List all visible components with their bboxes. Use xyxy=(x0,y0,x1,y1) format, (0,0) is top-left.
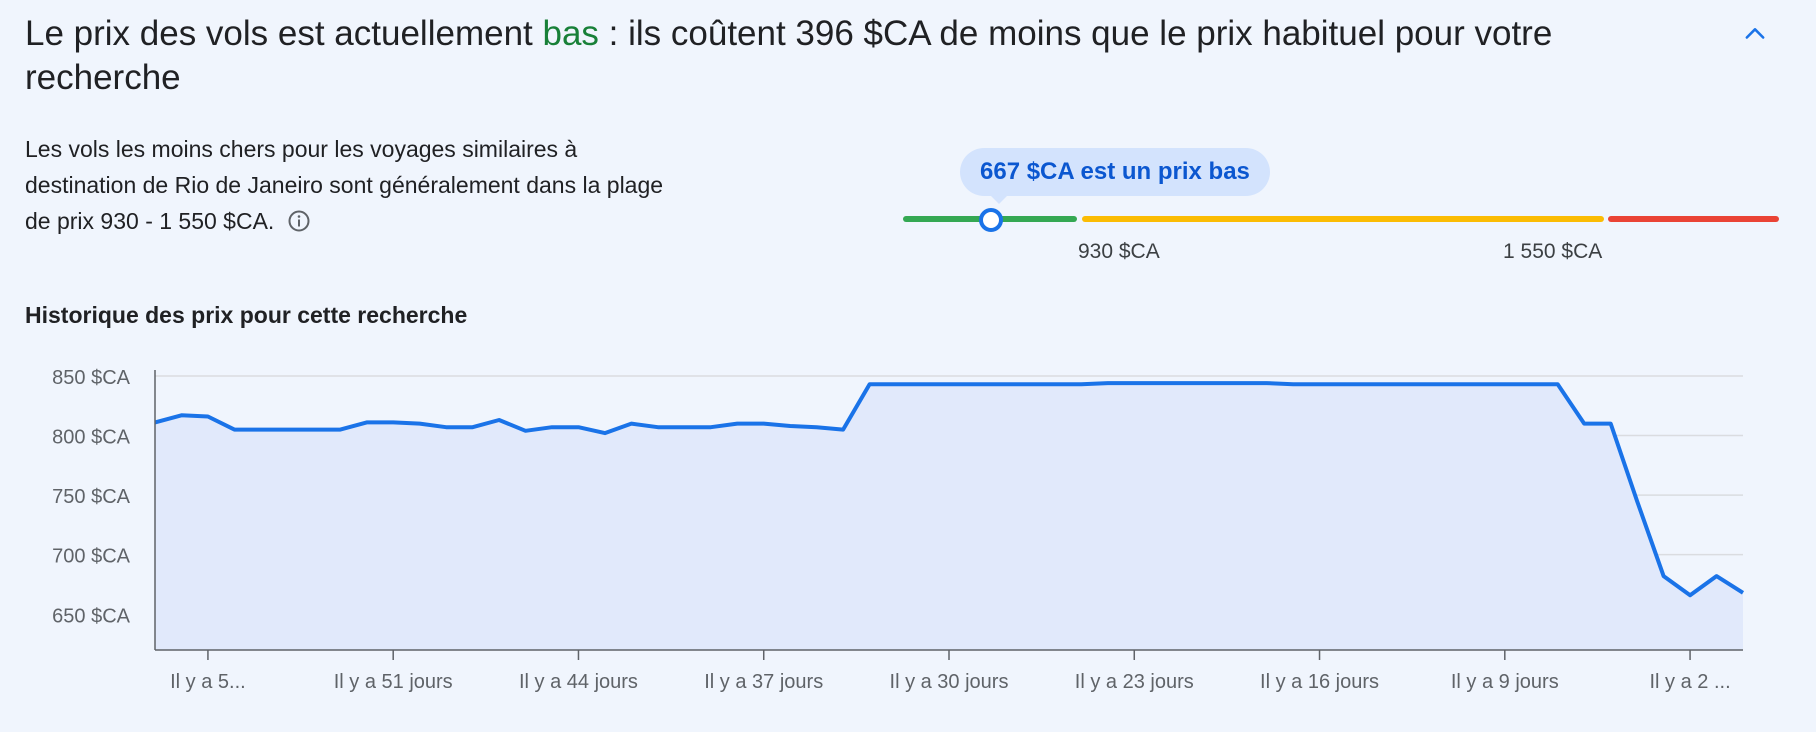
y-tick-label: 650 $CA xyxy=(52,605,130,627)
collapse-button[interactable] xyxy=(1735,14,1775,54)
x-tick-label: Il y a 16 jours xyxy=(1260,671,1379,693)
description-text: Les vols les moins chers pour les voyage… xyxy=(25,136,664,234)
typical-price-description: Les vols les moins chers pour les voyage… xyxy=(25,131,685,243)
price-history-title: Historique des prix pour cette recherche xyxy=(25,302,468,328)
y-tick-label: 800 $CA xyxy=(52,427,130,449)
y-tick-label: 750 $CA xyxy=(52,486,130,508)
current-price-bubble: 667 $CA est un prix bas xyxy=(960,148,1270,196)
chevron-up-icon xyxy=(1745,28,1765,39)
y-tick-label: 700 $CA xyxy=(52,546,130,568)
headline-suffix: : ils coûtent 396 $CA de moins que le pr… xyxy=(25,14,1553,97)
x-tick-label: Il y a 2 ... xyxy=(1649,671,1730,693)
price-history-line xyxy=(154,381,1745,598)
x-tick-label: Il y a 51 jours xyxy=(334,671,453,693)
price-range-indicator: 667 $CA est un prix bas 930 $CA 1 550 $C… xyxy=(900,140,1782,270)
typical-price-segment xyxy=(1082,216,1604,222)
low-threshold-label: 930 $CA xyxy=(1078,240,1160,263)
x-tick-label: Il y a 5... xyxy=(170,671,246,693)
price-status-word: bas xyxy=(542,14,599,53)
high-price-segment xyxy=(1608,216,1779,222)
y-tick-label: 850 $CA xyxy=(52,367,130,389)
x-tick-label: Il y a 23 jours xyxy=(1075,671,1194,693)
bubble-pointer xyxy=(990,195,1008,204)
x-tick-label: Il y a 37 jours xyxy=(704,671,823,693)
price-status-headline: Le prix des vols est actuellement bas : … xyxy=(25,12,1645,100)
high-threshold-label: 1 550 $CA xyxy=(1503,240,1603,263)
info-icon[interactable] xyxy=(287,207,311,243)
x-tick-label: Il y a 30 jours xyxy=(890,671,1009,693)
price-history-area xyxy=(155,383,1743,650)
x-tick-label: Il y a 9 jours xyxy=(1451,671,1559,693)
current-price-marker xyxy=(979,208,1003,232)
headline-prefix: Le prix des vols est actuellement xyxy=(25,14,533,53)
x-tick-label: Il y a 44 jours xyxy=(519,671,638,693)
